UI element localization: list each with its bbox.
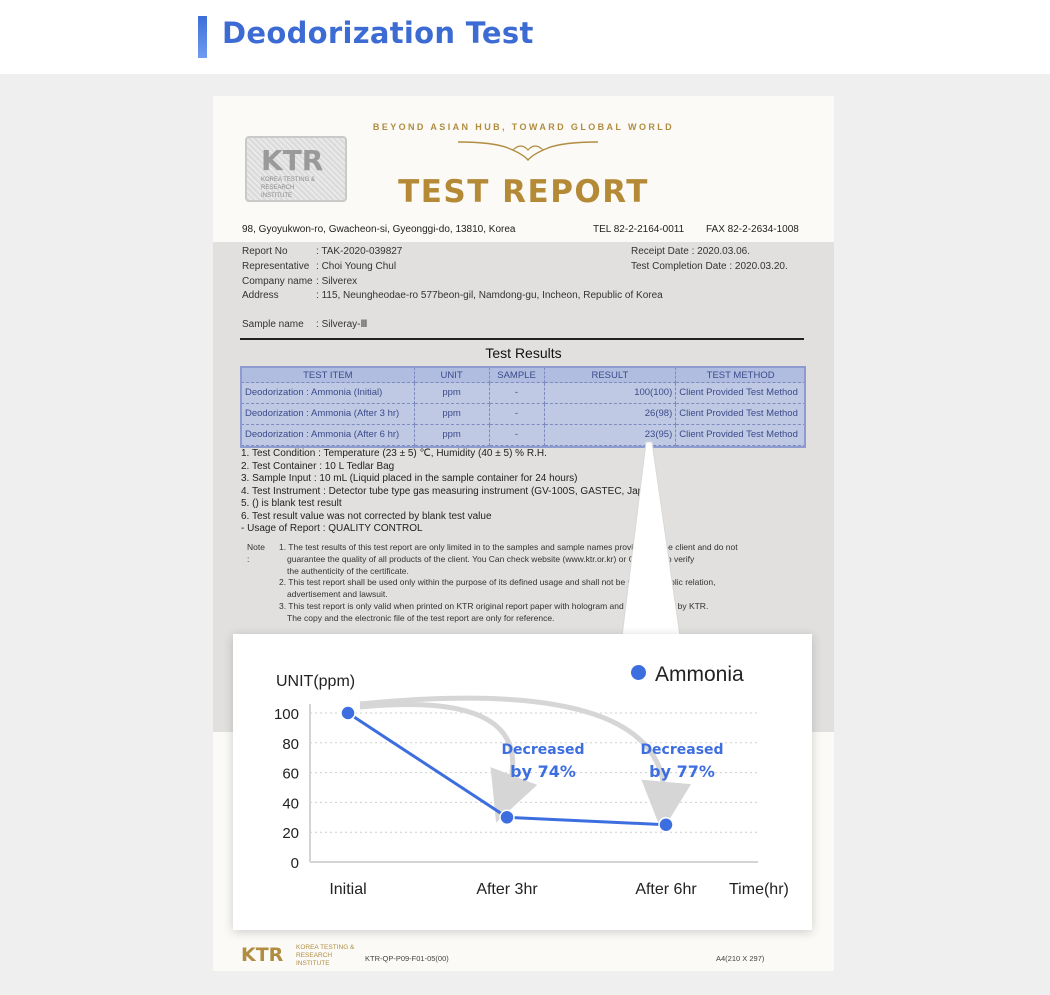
condition-line: 4. Test Instrument : Detector tube type … [241, 485, 658, 497]
condition-line: - Usage of Report : QUALITY CONTROL [241, 523, 423, 534]
y-axis-label: UNIT(ppm) [276, 673, 355, 690]
annotation-line2: by 74% [510, 762, 576, 781]
footer-logo: KTR [241, 944, 284, 966]
ammonia-chart: 0 20 40 60 80 100 UNIT(ppm) Time(hr) Initial Afte… [274, 673, 789, 898]
note-line: The copy and the electronic file of the … [287, 612, 555, 623]
x-tick-label: Initial [329, 881, 366, 898]
table-row: Deodorization : Ammonia (After 3 hr) ppm… [241, 403, 806, 425]
cell-result: 100(100) [543, 382, 677, 404]
y-tick-label: 60 [282, 766, 299, 783]
y-tick-label: 80 [282, 736, 299, 753]
ornament-icon [457, 141, 599, 162]
note-line: the authenticity of the certificate. [287, 565, 409, 576]
table-row: Deodorization : Ammonia (After 6 hr) ppm… [241, 424, 806, 446]
report-title: TEST REPORT [398, 174, 649, 210]
y-tick-label: 0 [291, 855, 299, 872]
cell-sample: - [488, 424, 545, 446]
representative-label: Representative [242, 261, 310, 272]
cell-item: Deodorization : Ammonia (After 6 hr) [241, 424, 415, 446]
address-value: : 115, Neungheodae-ro 577beon-gil, Namdo… [316, 290, 663, 301]
cell-method: Client Provided Test Method [675, 424, 806, 446]
report-motto: BEYOND ASIAN HUB, TOWARD GLOBAL WORLD [372, 122, 675, 132]
table-header-row: TEST ITEM UNIT SAMPLE RESULT TEST METHOD [241, 367, 806, 383]
note-line: advertisement and lawsuit. [287, 589, 388, 600]
callout-pointer [621, 441, 681, 637]
completion-date: Test Completion Date : 2020.03.20. [631, 261, 788, 272]
condition-line: 5. () is blank test result [241, 498, 342, 509]
divider [240, 338, 804, 340]
condition-line: 2. Test Container : 10 L Tedlar Bag [241, 460, 395, 472]
series-line [347, 711, 667, 827]
data-point [340, 705, 356, 721]
annotation-line2: by 77% [649, 762, 715, 781]
ktr-tel: TEL 82-2-2164-0011 [593, 224, 685, 235]
decrease-arrow [359, 695, 692, 832]
company-label: Company name [242, 276, 313, 287]
page-title: Deodorization Test [222, 16, 534, 50]
y-tick-label: 100 [274, 706, 299, 723]
company-value: : Silverex [316, 276, 358, 287]
x-axis-label: Time(hr) [729, 881, 789, 898]
chart-callout: 0 20 40 60 80 100 UNIT(ppm) Time(hr) Initial Afte… [233, 634, 812, 930]
note-label: Note : [247, 542, 265, 564]
cell-unit: ppm [413, 403, 490, 425]
test-conditions: 1. Test Condition : Temperature (23 ± 5)… [241, 448, 658, 536]
report-no-value: : TAK-2020-039827 [316, 246, 403, 257]
cell-item: Deodorization : Ammonia (After 3 hr) [241, 403, 415, 425]
condition-line: 1. Test Condition : Temperature (23 ± 5)… [241, 448, 547, 459]
ktr-hologram-logo: KTR KOREA TESTING & RESEARCH INSTITUTE [245, 136, 347, 202]
sample-value: : Silveray-Ⅲ [316, 319, 368, 330]
y-tick-label: 20 [282, 825, 299, 842]
cell-unit: ppm [413, 382, 490, 404]
receipt-date: Receipt Date : 2020.03.06. [631, 246, 750, 257]
cell-method: Client Provided Test Method [675, 382, 806, 404]
chart-legend: Ammonia [631, 663, 744, 687]
footer-form-code: KTR-QP-P09-F01-05(00) [365, 954, 449, 963]
table-row: Deodorization : Ammonia (Initial) ppm - … [241, 382, 806, 404]
condition-line: 3. Sample Input : 10 mL (Liquid placed i… [241, 473, 578, 484]
representative-value: : Choi Young Chul [316, 261, 397, 272]
condition-line: 6. Test result value was not corrected b… [241, 510, 492, 522]
annotation-line1: Decreased [640, 742, 723, 758]
results-table: TEST ITEM UNIT SAMPLE RESULT TEST METHOD… [241, 367, 806, 446]
data-point [499, 809, 515, 826]
column-header: TEST METHOD [675, 367, 806, 383]
cell-method: Client Provided Test Method [675, 403, 806, 425]
header-accent-bar [198, 16, 207, 58]
column-header: TEST ITEM [241, 367, 415, 383]
cell-sample: - [488, 403, 545, 425]
x-tick-label: After 3hr [476, 881, 538, 898]
column-header: SAMPLE [488, 367, 545, 383]
report-no-label: Report No [242, 246, 288, 257]
cell-unit: ppm [413, 424, 490, 446]
ktr-address: 98, Gyoyukwon-ro, Gwacheon-si, Gyeonggi-… [242, 224, 516, 235]
y-tick-label: 40 [282, 795, 299, 812]
footer-paper-size: A4(210 X 297) [716, 954, 765, 963]
page-header: Deodorization Test [0, 0, 1050, 74]
footer-logo-subtitle: KOREA TESTING & RESEARCH INSTITUTE [296, 944, 355, 967]
results-title: Test Results [485, 345, 562, 361]
note-line: guarantee the quality of all products of… [287, 553, 695, 564]
note-line: 3. This test report is only valid when p… [279, 600, 709, 611]
column-header: UNIT [413, 367, 490, 383]
note-line: 1. The test results of this test report … [279, 542, 738, 552]
legend-dot-icon [631, 665, 646, 680]
x-tick-label: After 6hr [635, 881, 697, 898]
address-label: Address [242, 290, 279, 301]
test-report-document: BEYOND ASIAN HUB, TOWARD GLOBAL WORLD KT… [213, 96, 834, 971]
cell-sample: - [488, 382, 545, 404]
ktr-fax: FAX 82-2-2634-1008 [706, 224, 799, 235]
note-line: 2. This test report shall be used only w… [279, 577, 716, 588]
cell-result: 26(98) [543, 403, 677, 425]
decrease-arrow [359, 702, 538, 823]
data-point [658, 817, 674, 833]
column-header: RESULT [543, 367, 677, 383]
cell-item: Deodorization : Ammonia (Initial) [241, 382, 415, 404]
legend-label: Ammonia [655, 663, 744, 686]
annotation-line1: Decreased [501, 742, 584, 758]
sample-label: Sample name [242, 319, 304, 330]
